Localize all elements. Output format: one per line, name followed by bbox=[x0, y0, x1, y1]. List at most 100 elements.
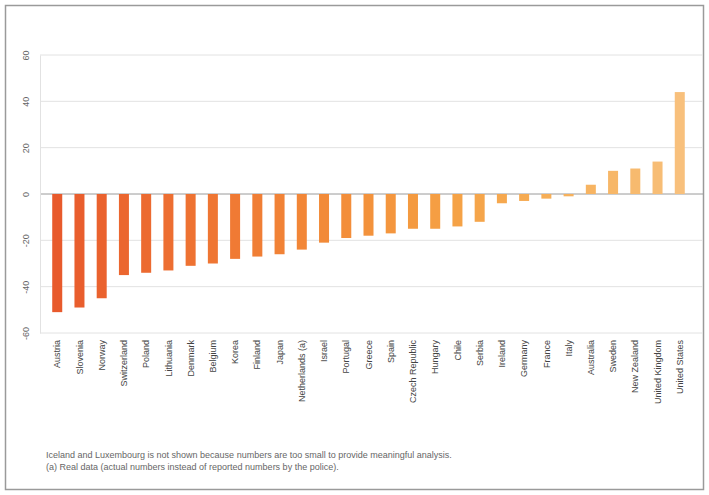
bar bbox=[341, 194, 351, 238]
x-tick-label: Serbia bbox=[475, 340, 485, 366]
x-tick-label: Italy bbox=[564, 340, 574, 357]
x-tick: France bbox=[542, 333, 552, 368]
y-tick: 0 bbox=[21, 192, 40, 197]
bar bbox=[208, 194, 218, 264]
y-tick-label: -20 bbox=[21, 234, 31, 247]
bar bbox=[74, 194, 84, 308]
x-tick: Chile bbox=[453, 333, 463, 361]
x-tick-label: New Zealand bbox=[630, 340, 640, 393]
x-tick-label: Lithuania bbox=[164, 340, 174, 377]
footnote: Iceland and Luxembourg is not shown beca… bbox=[46, 450, 452, 460]
x-tick-label: France bbox=[542, 340, 552, 368]
x-tick: Lithuania bbox=[164, 333, 174, 377]
x-tick: Germany bbox=[519, 333, 529, 377]
x-tick: Greece bbox=[364, 333, 374, 370]
bar bbox=[52, 194, 62, 312]
x-tick-label: Sweden bbox=[608, 340, 618, 373]
bar bbox=[97, 194, 107, 298]
x-tick-label: Slovenia bbox=[75, 340, 85, 375]
bar bbox=[497, 194, 507, 203]
bar bbox=[519, 194, 529, 201]
x-tick: Switzerland bbox=[119, 333, 129, 387]
bar bbox=[141, 194, 151, 273]
y-tick: 40 bbox=[21, 97, 40, 107]
bar bbox=[541, 194, 551, 199]
x-tick: Norway bbox=[97, 333, 107, 371]
bar bbox=[386, 194, 396, 233]
footnotes: Iceland and Luxembourg is not shown beca… bbox=[46, 450, 452, 472]
x-tick-label: Portugal bbox=[341, 340, 351, 374]
y-tick-label: -40 bbox=[21, 281, 31, 294]
bar bbox=[319, 194, 329, 243]
grid-line bbox=[40, 101, 703, 102]
x-tick-label: Japan bbox=[275, 340, 285, 365]
y-tick-label: 40 bbox=[21, 97, 31, 107]
bar bbox=[252, 194, 262, 257]
x-tick: Portugal bbox=[341, 333, 351, 374]
x-tick-label: Czech Republic bbox=[408, 340, 418, 404]
bar bbox=[163, 194, 173, 270]
bar bbox=[675, 92, 685, 194]
x-tick-label: Greece bbox=[364, 340, 374, 370]
y-tick: 20 bbox=[21, 143, 40, 153]
x-tick-label: Spain bbox=[386, 340, 396, 363]
bar bbox=[653, 162, 663, 194]
grid-line bbox=[40, 147, 703, 148]
bar bbox=[230, 194, 240, 259]
footnote: (a) Real data (actual numbers instead of… bbox=[46, 462, 339, 472]
y-tick-label: 0 bbox=[21, 192, 31, 197]
bar bbox=[608, 171, 618, 194]
x-tick: Hungary bbox=[430, 333, 440, 374]
x-tick-label: Israel bbox=[319, 340, 329, 362]
y-tick: -20 bbox=[21, 234, 40, 247]
bars bbox=[52, 92, 685, 312]
y-axis-line bbox=[40, 56, 41, 334]
frame bbox=[6, 6, 704, 490]
x-tick-label: Switzerland bbox=[119, 340, 129, 387]
x-tick: Israel bbox=[319, 333, 329, 362]
x-tick: Denmark bbox=[186, 333, 196, 377]
x-tick-label: United States bbox=[675, 340, 685, 395]
grid bbox=[40, 55, 703, 333]
bar bbox=[186, 194, 196, 266]
bar bbox=[363, 194, 373, 236]
bar bbox=[275, 194, 285, 254]
grid-line bbox=[40, 240, 703, 241]
bar bbox=[586, 185, 596, 194]
bar bbox=[119, 194, 129, 275]
x-tick: Italy bbox=[564, 333, 574, 357]
x-tick: Serbia bbox=[475, 333, 485, 366]
x-tick: Czech Republic bbox=[408, 333, 418, 403]
x-tick-label: Belgium bbox=[208, 340, 218, 373]
grid-line bbox=[40, 55, 703, 56]
x-tick: Ireland bbox=[497, 333, 507, 368]
x-tick-label: Austria bbox=[52, 340, 62, 368]
chart: -60-40-200204060AustriaSloveniaNorwaySwi… bbox=[0, 0, 709, 495]
x-tick-label: Poland bbox=[141, 340, 151, 368]
x-tick: Spain bbox=[386, 333, 396, 363]
y-tick-label: 20 bbox=[21, 143, 31, 153]
x-axis: Austria Slovenia Norway Switzerland Poland Li… bbox=[52, 333, 685, 404]
y-tick: -40 bbox=[21, 281, 40, 294]
x-tick: Slovenia bbox=[75, 333, 85, 375]
bar bbox=[564, 194, 574, 196]
bar bbox=[297, 194, 307, 250]
x-tick: Australia bbox=[586, 333, 596, 375]
bar bbox=[408, 194, 418, 229]
x-tick: Poland bbox=[141, 333, 151, 368]
x-tick-label: Denmark bbox=[186, 340, 196, 377]
x-tick-label: Korea bbox=[230, 340, 240, 364]
x-tick-label: Chile bbox=[453, 340, 463, 361]
x-tick-label: Netherlands (a) bbox=[297, 340, 307, 402]
x-tick-label: Australia bbox=[586, 340, 596, 375]
x-tick-label: Norway bbox=[97, 340, 107, 371]
y-tick: 60 bbox=[21, 50, 40, 60]
x-tick: Korea bbox=[230, 333, 240, 364]
x-tick-label: Germany bbox=[519, 340, 529, 378]
bar bbox=[630, 169, 640, 194]
y-axis: -60-40-200204060 bbox=[21, 50, 41, 340]
x-tick: Finland bbox=[252, 333, 262, 370]
x-tick: United Kingdom bbox=[653, 333, 663, 404]
x-tick: Sweden bbox=[608, 333, 618, 373]
x-tick-label: Hungary bbox=[430, 340, 440, 375]
